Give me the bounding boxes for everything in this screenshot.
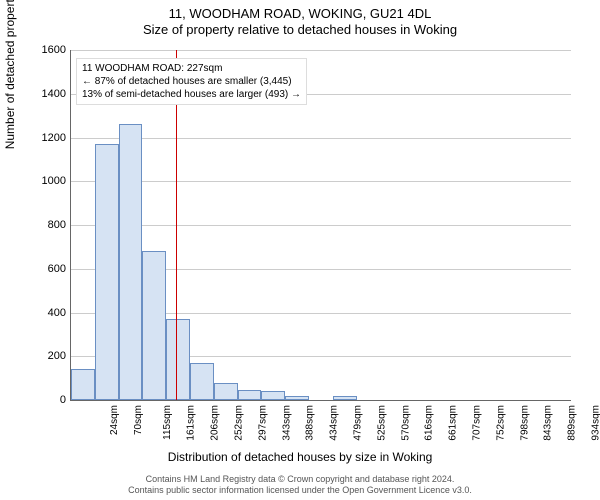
xtick-label: 206sqm bbox=[210, 405, 221, 441]
ytick-label: 0 bbox=[26, 394, 66, 406]
xtick-label: 570sqm bbox=[400, 405, 411, 441]
xtick-label: 252sqm bbox=[233, 405, 244, 441]
xtick-label: 115sqm bbox=[161, 405, 172, 440]
histogram-bar bbox=[238, 390, 262, 400]
xtick-label: 525sqm bbox=[376, 405, 387, 441]
xtick-label: 707sqm bbox=[471, 405, 482, 441]
page-subtitle: Size of property relative to detached ho… bbox=[0, 22, 600, 37]
ytick-label: 1400 bbox=[26, 88, 66, 100]
annotation-line: 11 WOODHAM ROAD: 227sqm bbox=[82, 62, 301, 75]
histogram-bar bbox=[166, 319, 190, 400]
histogram-bar bbox=[95, 144, 119, 400]
xtick-label: 70sqm bbox=[133, 405, 144, 435]
histogram-bar bbox=[214, 383, 238, 401]
xtick-label: 934sqm bbox=[590, 405, 600, 441]
title-block: 11, WOODHAM ROAD, WOKING, GU21 4DL Size … bbox=[0, 0, 600, 37]
xtick-label: 843sqm bbox=[543, 405, 554, 441]
page-title: 11, WOODHAM ROAD, WOKING, GU21 4DL bbox=[0, 6, 600, 21]
gridline bbox=[71, 138, 571, 139]
histogram-bar bbox=[71, 369, 95, 400]
histogram-bar bbox=[285, 396, 309, 400]
xtick-label: 616sqm bbox=[424, 405, 435, 441]
xtick-label: 798sqm bbox=[519, 405, 530, 441]
ytick-label: 1200 bbox=[26, 132, 66, 144]
ytick-label: 400 bbox=[26, 307, 66, 319]
xtick-label: 889sqm bbox=[567, 405, 578, 441]
annotation-line: ← 87% of detached houses are smaller (3,… bbox=[82, 75, 301, 88]
annotation-line: 13% of semi-detached houses are larger (… bbox=[82, 88, 301, 101]
xtick-label: 297sqm bbox=[257, 405, 268, 441]
attribution-line1: Contains HM Land Registry data © Crown c… bbox=[0, 474, 600, 485]
x-axis-label: Distribution of detached houses by size … bbox=[0, 450, 600, 464]
ytick-label: 600 bbox=[26, 263, 66, 275]
annotation-box: 11 WOODHAM ROAD: 227sqm← 87% of detached… bbox=[76, 58, 307, 105]
gridline bbox=[71, 50, 571, 51]
ytick-label: 1000 bbox=[26, 175, 66, 187]
histogram-bar bbox=[333, 396, 357, 400]
histogram-bar bbox=[261, 391, 285, 400]
ytick-label: 1600 bbox=[26, 44, 66, 56]
chart-area: 11 WOODHAM ROAD: 227sqm← 87% of detached… bbox=[70, 50, 571, 401]
y-axis-label: Number of detached properties bbox=[3, 0, 17, 149]
ytick-label: 800 bbox=[26, 219, 66, 231]
xtick-label: 161sqm bbox=[186, 405, 197, 441]
ytick-label: 200 bbox=[26, 350, 66, 362]
gridline bbox=[71, 181, 571, 182]
xtick-label: 752sqm bbox=[495, 405, 506, 441]
histogram-bar bbox=[190, 363, 214, 400]
attribution: Contains HM Land Registry data © Crown c… bbox=[0, 474, 600, 496]
xtick-label: 24sqm bbox=[109, 405, 120, 435]
xtick-label: 388sqm bbox=[305, 405, 316, 441]
xtick-label: 661sqm bbox=[448, 405, 459, 441]
attribution-line2: Contains public sector information licen… bbox=[0, 485, 600, 496]
gridline bbox=[71, 225, 571, 226]
xtick-label: 479sqm bbox=[352, 405, 363, 441]
xtick-label: 434sqm bbox=[329, 405, 340, 441]
histogram-bar bbox=[142, 251, 166, 400]
xtick-label: 343sqm bbox=[281, 405, 292, 441]
histogram-bar bbox=[119, 124, 143, 400]
